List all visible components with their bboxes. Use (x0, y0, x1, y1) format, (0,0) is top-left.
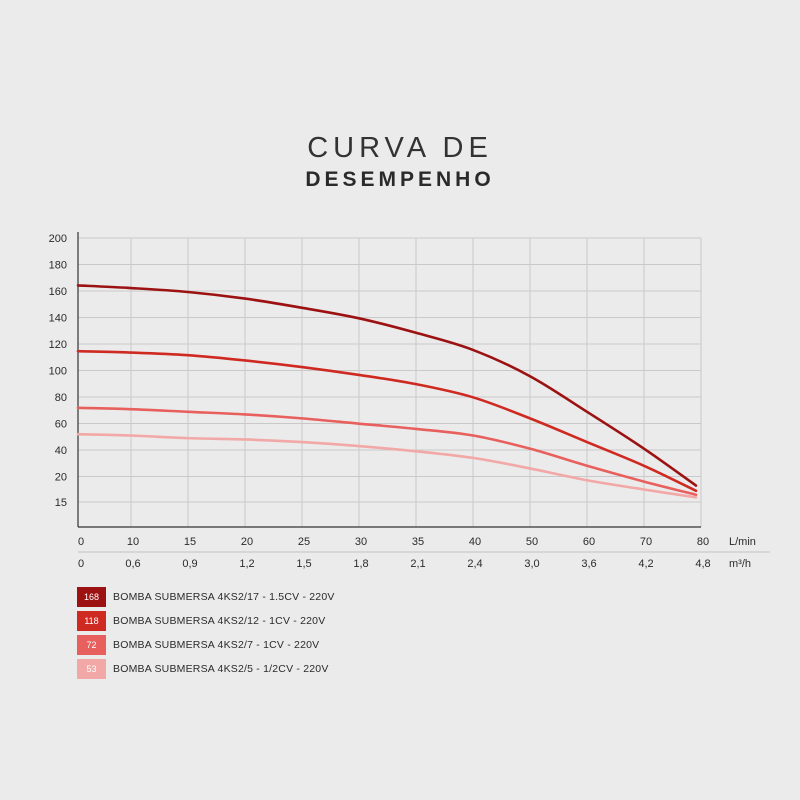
legend-swatch: 72 (77, 635, 106, 655)
x-tick-label-m3h: 4,8 (695, 558, 710, 570)
y-tick-label: 20 (55, 472, 67, 484)
legend-label: BOMBA SUBMERSA 4KS2/5 - 1/2CV - 220V (113, 663, 329, 675)
legend-item: 118 BOMBA SUBMERSA 4KS2/12 - 1CV - 220V (77, 609, 335, 633)
x-unit-lmin: L/min (729, 536, 756, 548)
y-tick-label: 80 (55, 392, 67, 404)
x-tick-label-lmin: 80 (697, 536, 709, 548)
y-tick-label: 160 (49, 286, 67, 298)
grid (78, 237, 702, 527)
x-tick-label-lmin: 40 (469, 536, 481, 548)
chart-title-line1: CURVA DE (307, 132, 493, 164)
axes (77, 232, 770, 553)
legend-item: 53 BOMBA SUBMERSA 4KS2/5 - 1/2CV - 220V (77, 657, 335, 681)
x-tick-label-lmin: 25 (298, 536, 310, 548)
series-line-3 (76, 406, 698, 497)
legend-swatch: 118 (77, 611, 106, 631)
x-tick-label-lmin: 0 (78, 536, 84, 548)
x-tick-label-m3h: 0,6 (125, 558, 140, 570)
x-tick-label-m3h: 0 (78, 558, 84, 570)
x-tick-label-m3h: 1,5 (296, 558, 311, 570)
x-tick-label-lmin: 30 (355, 536, 367, 548)
legend: 168 BOMBA SUBMERSA 4KS2/17 - 1.5CV - 220V… (77, 585, 335, 681)
series-lines (76, 284, 698, 499)
x-tick-label-m3h: 1,8 (353, 558, 368, 570)
x-tick-label-lmin: 60 (583, 536, 595, 548)
x-tick-label-m3h: 3,0 (524, 558, 539, 570)
series-line-1 (76, 284, 698, 487)
x-unit-m3h: m³/h (729, 558, 751, 570)
y-tick-label: 60 (55, 419, 67, 431)
legend-swatch: 168 (77, 587, 106, 607)
x-tick-label-lmin: 35 (412, 536, 424, 548)
y-tick-label: 180 (49, 260, 67, 272)
x-tick-label-lmin: 10 (127, 536, 139, 548)
x-tick-label-m3h: 2,4 (467, 558, 482, 570)
x-tick-label-lmin: 50 (526, 536, 538, 548)
series-line-4 (76, 432, 698, 499)
x-tick-label-lmin: 15 (184, 536, 196, 548)
x-tick-label-lmin: 20 (241, 536, 253, 548)
legend-swatch: 53 (77, 659, 106, 679)
series-line-2 (76, 349, 698, 493)
chart-title-line2: DESEMPENHO (305, 168, 495, 191)
legend-item: 72 BOMBA SUBMERSA 4KS2/7 - 1CV - 220V (77, 633, 335, 657)
x-tick-label-lmin: 70 (640, 536, 652, 548)
y-tick-label: 100 (49, 366, 67, 378)
legend-label: BOMBA SUBMERSA 4KS2/7 - 1CV - 220V (113, 639, 320, 651)
y-tick-label: 120 (49, 339, 67, 351)
y-tick-label: 40 (55, 445, 67, 457)
y-tick-label: 140 (49, 313, 67, 325)
x-tick-label-m3h: 3,6 (581, 558, 596, 570)
x-tick-label-m3h: 4,2 (638, 558, 653, 570)
legend-item: 168 BOMBA SUBMERSA 4KS2/17 - 1.5CV - 220V (77, 585, 335, 609)
x-tick-label-m3h: 2,1 (410, 558, 425, 570)
y-tick-label: 15 (55, 497, 67, 509)
legend-label: BOMBA SUBMERSA 4KS2/12 - 1CV - 220V (113, 615, 326, 627)
y-tick-label: 200 (49, 233, 67, 245)
tick-labels: 200 180 160 140 120 100 80 60 40 20 15 0 10 15 20 25 30 3… (49, 233, 756, 570)
x-tick-label-m3h: 1,2 (239, 558, 254, 570)
x-tick-label-m3h: 0,9 (182, 558, 197, 570)
legend-label: BOMBA SUBMERSA 4KS2/17 - 1.5CV - 220V (113, 591, 335, 603)
